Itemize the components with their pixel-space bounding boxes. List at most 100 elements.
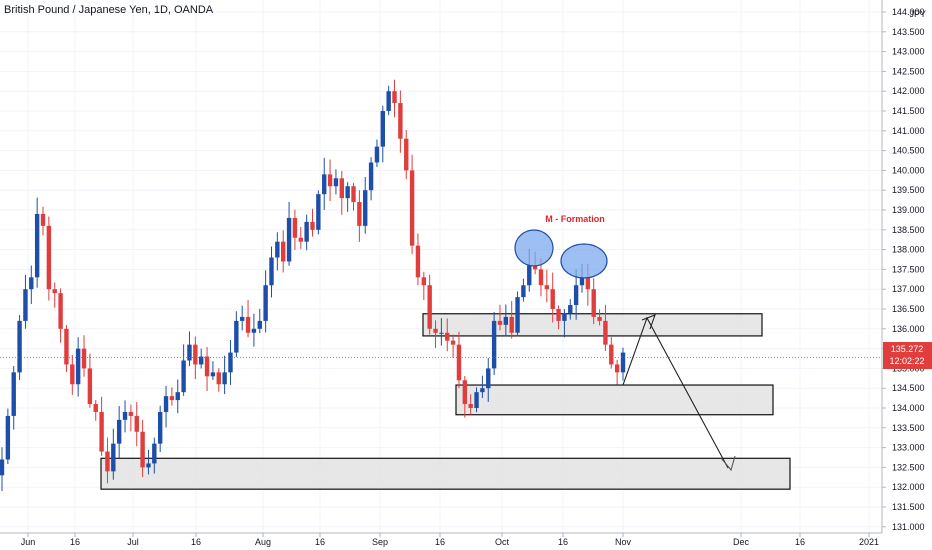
candle-body[interactable]: [269, 257, 274, 286]
candle-body[interactable]: [169, 396, 175, 401]
candle-body[interactable]: [281, 241, 286, 262]
candle-body[interactable]: [474, 392, 479, 408]
candle-body[interactable]: [29, 277, 34, 290]
candle-body[interactable]: [23, 289, 28, 321]
candle-body[interactable]: [486, 368, 491, 389]
candle-body[interactable]: [439, 332, 444, 334]
candles[interactable]: [0, 79, 626, 492]
candle-body[interactable]: [398, 103, 403, 139]
candle-body[interactable]: [544, 285, 550, 290]
candle-body[interactable]: [304, 221, 309, 242]
candle-body[interactable]: [380, 111, 386, 147]
candle-body[interactable]: [527, 265, 532, 286]
candle-body[interactable]: [509, 316, 514, 333]
candle-body[interactable]: [550, 289, 555, 309]
candle-body[interactable]: [392, 91, 397, 104]
candle-body[interactable]: [433, 328, 438, 333]
candle-body[interactable]: [157, 411, 163, 444]
candle-body[interactable]: [614, 364, 620, 373]
candle-body[interactable]: [322, 174, 327, 195]
candle-body[interactable]: [181, 360, 186, 393]
candle-body[interactable]: [40, 213, 46, 226]
candle-body[interactable]: [0, 459, 5, 476]
price-axis[interactable]: 131.000 131.500 132.000 132.500 133.000 133.5…: [881, 0, 932, 550]
candle-body[interactable]: [374, 146, 380, 163]
candle-body[interactable]: [245, 316, 251, 333]
candle-body[interactable]: [568, 305, 573, 313]
time-axis[interactable]: Jun 16 Jul 16 Aug 16 Sep 16 Oct 16 Nov Dec 16 2021: [0, 532, 932, 550]
candle-body[interactable]: [175, 392, 180, 401]
candle-body[interactable]: [316, 194, 321, 230]
candle-body[interactable]: [579, 277, 585, 286]
candle-body[interactable]: [257, 320, 262, 329]
candle-body[interactable]: [292, 217, 298, 238]
candle-body[interactable]: [333, 178, 339, 187]
candle-body[interactable]: [515, 297, 520, 333]
candle-body[interactable]: [251, 328, 257, 333]
candle-body[interactable]: [70, 364, 75, 385]
candle-body[interactable]: [462, 380, 468, 405]
candle-body[interactable]: [128, 411, 134, 416]
candle-body[interactable]: [58, 293, 63, 329]
candle-body[interactable]: [445, 332, 450, 341]
candle-body[interactable]: [134, 415, 139, 432]
candle-body[interactable]: [93, 404, 98, 412]
candle-body[interactable]: [263, 285, 268, 321]
candle-body[interactable]: [275, 241, 280, 258]
candle-body[interactable]: [497, 320, 503, 325]
candle-body[interactable]: [409, 170, 415, 246]
candle-body[interactable]: [491, 320, 497, 369]
candle-body[interactable]: [222, 372, 227, 385]
candle-body[interactable]: [17, 320, 22, 373]
candle-body[interactable]: [597, 316, 602, 321]
candle-body[interactable]: [116, 419, 122, 444]
candle-body[interactable]: [11, 372, 16, 416]
candle-body[interactable]: [404, 138, 409, 171]
candle-body[interactable]: [34, 213, 40, 278]
candle-body[interactable]: [521, 285, 526, 298]
candle-body[interactable]: [351, 186, 356, 203]
candle-body[interactable]: [562, 312, 567, 321]
candle-body[interactable]: [415, 245, 421, 278]
candle-body[interactable]: [234, 320, 239, 353]
candle-body[interactable]: [46, 225, 52, 290]
candle-body[interactable]: [603, 320, 608, 345]
candle-body[interactable]: [620, 352, 626, 373]
candle-body[interactable]: [210, 372, 216, 377]
candle-body[interactable]: [585, 277, 591, 290]
candle-body[interactable]: [81, 348, 87, 369]
candle-body[interactable]: [239, 316, 245, 321]
candle-body[interactable]: [386, 91, 391, 111]
candle-body[interactable]: [327, 174, 333, 187]
candle-body[interactable]: [538, 269, 544, 286]
candle-body[interactable]: [363, 190, 368, 226]
candle-body[interactable]: [198, 356, 204, 365]
candle-body[interactable]: [427, 285, 432, 329]
candle-body[interactable]: [286, 217, 292, 262]
candle-body[interactable]: [591, 289, 596, 317]
candle-body[interactable]: [146, 463, 151, 468]
candle-body[interactable]: [609, 344, 614, 365]
candle-body[interactable]: [193, 344, 198, 365]
candle-body[interactable]: [187, 344, 192, 361]
candle-body[interactable]: [573, 285, 579, 306]
candle-body[interactable]: [421, 277, 427, 286]
candle-body[interactable]: [310, 221, 315, 230]
candle-body[interactable]: [456, 344, 462, 381]
candle-body[interactable]: [503, 316, 509, 325]
candle-body[interactable]: [5, 415, 11, 460]
candle-body[interactable]: [122, 411, 128, 420]
candle-body[interactable]: [52, 289, 57, 294]
candle-body[interactable]: [140, 431, 145, 468]
candle-body[interactable]: [532, 265, 538, 270]
candle-body[interactable]: [105, 451, 110, 472]
candle-body[interactable]: [228, 352, 233, 373]
candle-body[interactable]: [339, 178, 344, 199]
candle-body[interactable]: [99, 411, 104, 452]
candle-body[interactable]: [468, 404, 473, 408]
candle-body[interactable]: [357, 202, 362, 226]
candle-body[interactable]: [556, 309, 561, 321]
candle-body[interactable]: [111, 443, 116, 472]
candle-body[interactable]: [204, 356, 210, 377]
